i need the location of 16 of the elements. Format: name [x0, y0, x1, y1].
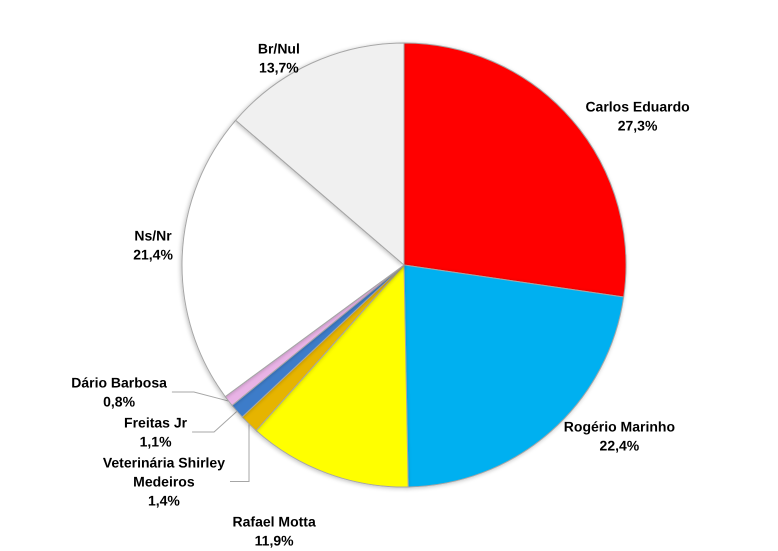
data-label: 0,8%	[103, 394, 136, 410]
data-label: 13,7%	[259, 59, 300, 76]
slice-label: Br/Nul	[258, 40, 300, 56]
data-label: 1,1%	[140, 434, 172, 450]
slice-label: Ns/Nr	[134, 227, 172, 244]
slice-label: Carlos Eduardo	[585, 98, 690, 114]
data-label: 22,4%	[600, 438, 640, 454]
data-label: 21,4%	[133, 246, 174, 262]
data-label: 27,3%	[618, 117, 658, 134]
slice-label: Veterinária Shirley Medeiros	[102, 454, 226, 490]
data-label: 1,4%	[148, 492, 180, 508]
data-label: 11,9%	[254, 532, 294, 548]
slice-label: Rogério Marinho	[564, 418, 676, 435]
slice-label: Rafael Motta	[232, 514, 316, 530]
slice-label: Dário Barbosa	[71, 374, 168, 390]
slice-label: Freitas Jr	[124, 414, 188, 430]
